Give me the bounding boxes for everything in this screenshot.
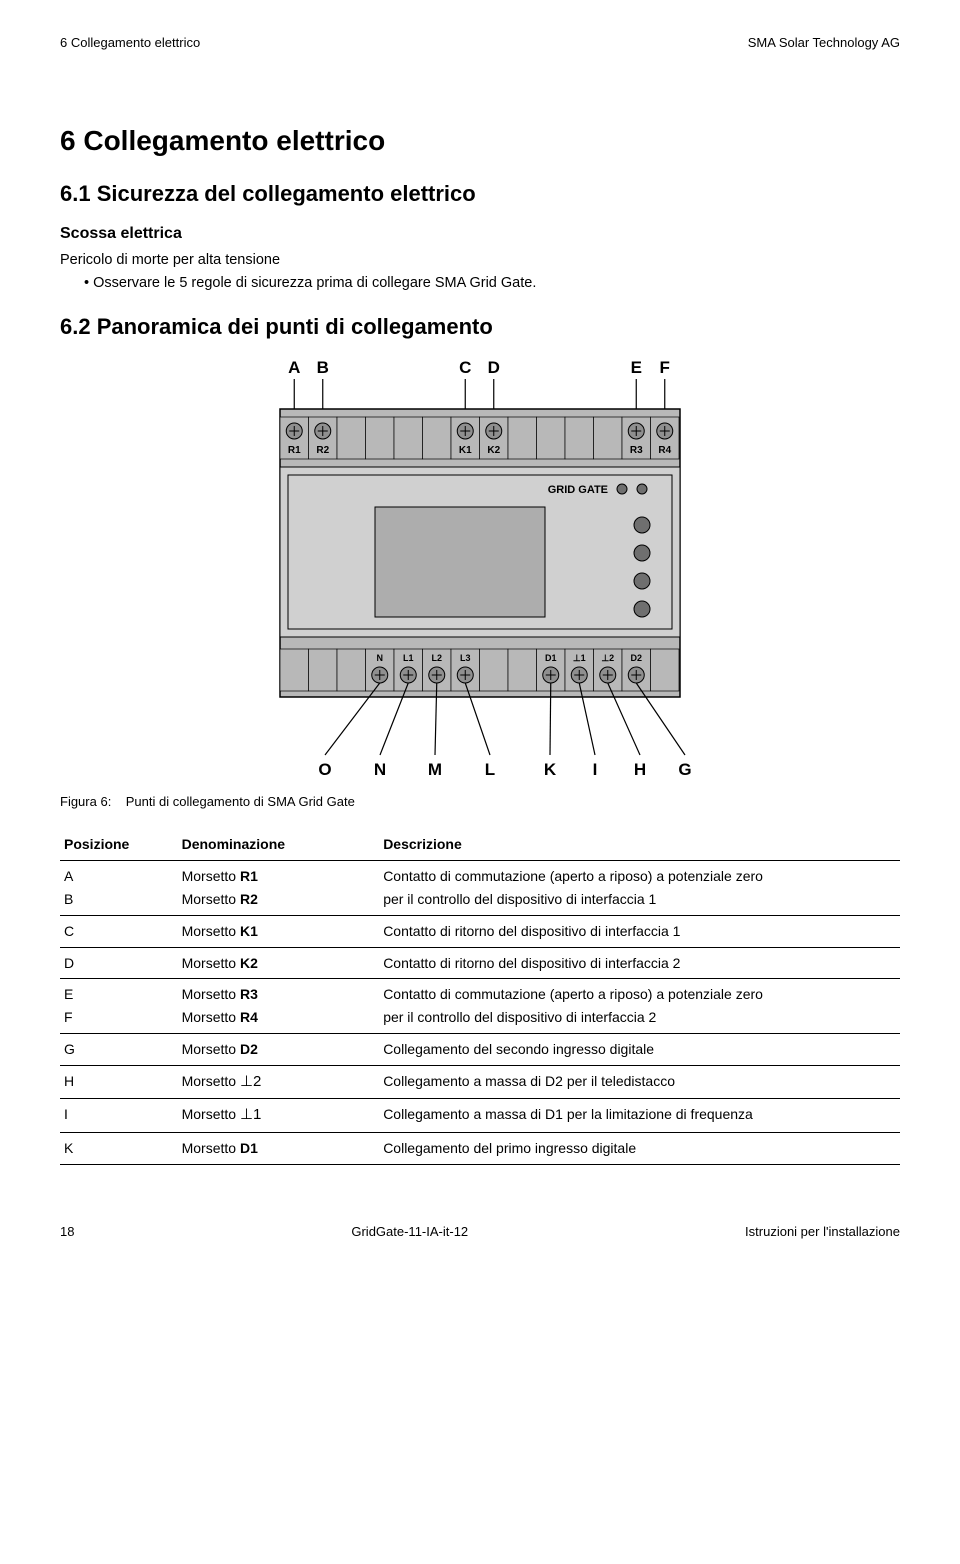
table-cell: Morsetto D2 — [178, 1034, 380, 1066]
table-cell: Contatto di commutazione (aperto a ripos… — [379, 860, 900, 887]
table-row: IMorsetto ⊥1Collegamento a massa di D1 p… — [60, 1099, 900, 1132]
table-cell: Morsetto R3 — [178, 979, 380, 1006]
connection-table: Posizione Denominazione Descrizione AMor… — [60, 829, 900, 1165]
table-cell: Morsetto K1 — [178, 915, 380, 947]
svg-text:N: N — [377, 653, 384, 663]
svg-text:C: C — [459, 358, 471, 377]
svg-text:G: G — [678, 760, 691, 779]
svg-text:L: L — [485, 760, 495, 779]
warning-bullet: Osservare le 5 regole di sicurezza prima… — [84, 274, 900, 294]
table-cell: H — [60, 1066, 178, 1099]
svg-text:E: E — [631, 358, 642, 377]
svg-text:H: H — [634, 760, 646, 779]
table-row: KMorsetto D1Collegamento del primo ingre… — [60, 1132, 900, 1164]
svg-text:I: I — [593, 760, 598, 779]
svg-text:N: N — [374, 760, 386, 779]
table-cell: Morsetto ⊥1 — [178, 1099, 380, 1132]
table-row: GMorsetto D2Collegamento del secondo ing… — [60, 1034, 900, 1066]
table-cell: Collegamento del secondo ingresso digita… — [379, 1034, 900, 1066]
table-cell: Collegamento del primo ingresso digitale — [379, 1132, 900, 1164]
table-cell: B — [60, 888, 178, 915]
table-cell: K — [60, 1132, 178, 1164]
table-cell: Morsetto D1 — [178, 1132, 380, 1164]
warning-bullet-list: Osservare le 5 regole di sicurezza prima… — [84, 274, 900, 294]
svg-text:D: D — [488, 358, 500, 377]
table-cell: F — [60, 1006, 178, 1033]
page-footer: 18 GridGate-11-IA-it-12 Istruzioni per l… — [60, 1223, 900, 1241]
table-cell: Contatto di commutazione (aperto a ripos… — [379, 979, 900, 1006]
table-cell: C — [60, 915, 178, 947]
svg-text:O: O — [318, 760, 331, 779]
warning-subhead: Scossa elettrica — [60, 223, 900, 245]
table-cell: Contatto di ritorno del dispositivo di i… — [379, 915, 900, 947]
svg-text:R4: R4 — [658, 445, 671, 456]
footer-pagenum: 18 — [60, 1223, 74, 1241]
svg-text:K1: K1 — [459, 445, 472, 456]
table-cell: per il controllo del dispositivo di inte… — [379, 888, 900, 915]
svg-text:GRID GATE: GRID GATE — [548, 484, 608, 496]
table-cell: E — [60, 979, 178, 1006]
svg-text:R3: R3 — [630, 445, 643, 456]
svg-text:⊥1: ⊥1 — [573, 653, 586, 663]
svg-text:K2: K2 — [487, 445, 500, 456]
figure-6: AB CD EF R1 R2 K1 K2 R3 R4 GRID GATE N L1 L2 L3 D1 ⊥… — [60, 355, 900, 785]
page-header: 6 Collegamento elettrico SMA Solar Techn… — [60, 34, 900, 52]
header-right: SMA Solar Technology AG — [748, 34, 900, 52]
table-cell: Contatto di ritorno del dispositivo di i… — [379, 947, 900, 979]
svg-text:D1: D1 — [545, 653, 557, 663]
table-row: BMorsetto R2per il controllo del disposi… — [60, 888, 900, 915]
svg-text:L2: L2 — [431, 653, 442, 663]
table-row: HMorsetto ⊥2Collegamento a massa di D2 p… — [60, 1066, 900, 1099]
figure-caption-prefix: Figura 6: — [60, 794, 111, 809]
table-cell: Morsetto R2 — [178, 888, 380, 915]
table-cell: I — [60, 1099, 178, 1132]
th-denominazione: Denominazione — [178, 829, 380, 860]
svg-text:L3: L3 — [460, 653, 471, 663]
section-6-1-title: 6.1 Sicurezza del collegamento elettrico — [60, 179, 900, 209]
footer-doctype: Istruzioni per l'installazione — [745, 1223, 900, 1241]
table-cell: Morsetto R4 — [178, 1006, 380, 1033]
table-row: EMorsetto R3Contatto di commutazione (ap… — [60, 979, 900, 1006]
footer-docid: GridGate-11-IA-it-12 — [351, 1223, 468, 1241]
svg-text:A: A — [288, 358, 300, 377]
table-cell: Collegamento a massa di D2 per il teledi… — [379, 1066, 900, 1099]
table-cell: Morsetto ⊥2 — [178, 1066, 380, 1099]
svg-text:M: M — [428, 760, 442, 779]
page-title: 6 Collegamento elettrico — [60, 122, 900, 160]
figure-caption: Figura 6: Punti di collegamento di SMA G… — [60, 793, 900, 811]
th-descrizione: Descrizione — [379, 829, 900, 860]
device-diagram: AB CD EF R1 R2 K1 K2 R3 R4 GRID GATE N L1 L2 L3 D1 ⊥… — [220, 355, 740, 785]
th-posizione: Posizione — [60, 829, 178, 860]
table-row: CMorsetto K1Contatto di ritorno del disp… — [60, 915, 900, 947]
table-row: DMorsetto K2Contatto di ritorno del disp… — [60, 947, 900, 979]
table-cell: per il controllo del dispositivo di inte… — [379, 1006, 900, 1033]
svg-text:R1: R1 — [288, 445, 301, 456]
svg-text:D2: D2 — [630, 653, 642, 663]
table-cell: Morsetto K2 — [178, 947, 380, 979]
svg-text:R2: R2 — [316, 445, 329, 456]
svg-text:B: B — [317, 358, 329, 377]
table-row: AMorsetto R1Contatto di commutazione (ap… — [60, 860, 900, 887]
table-cell: D — [60, 947, 178, 979]
table-cell: G — [60, 1034, 178, 1066]
figure-caption-text: Punti di collegamento di SMA Grid Gate — [126, 794, 355, 809]
warning-line: Pericolo di morte per alta tensione — [60, 251, 900, 271]
svg-text:K: K — [544, 760, 557, 779]
table-row: FMorsetto R4per il controllo del disposi… — [60, 1006, 900, 1033]
table-cell: A — [60, 860, 178, 887]
svg-text:F: F — [660, 358, 670, 377]
table-cell: Morsetto R1 — [178, 860, 380, 887]
table-cell: Collegamento a massa di D1 per la limita… — [379, 1099, 900, 1132]
svg-text:L1: L1 — [403, 653, 414, 663]
svg-text:⊥2: ⊥2 — [601, 653, 614, 663]
header-left: 6 Collegamento elettrico — [60, 34, 200, 52]
section-6-2-title: 6.2 Panoramica dei punti di collegamento — [60, 312, 900, 342]
